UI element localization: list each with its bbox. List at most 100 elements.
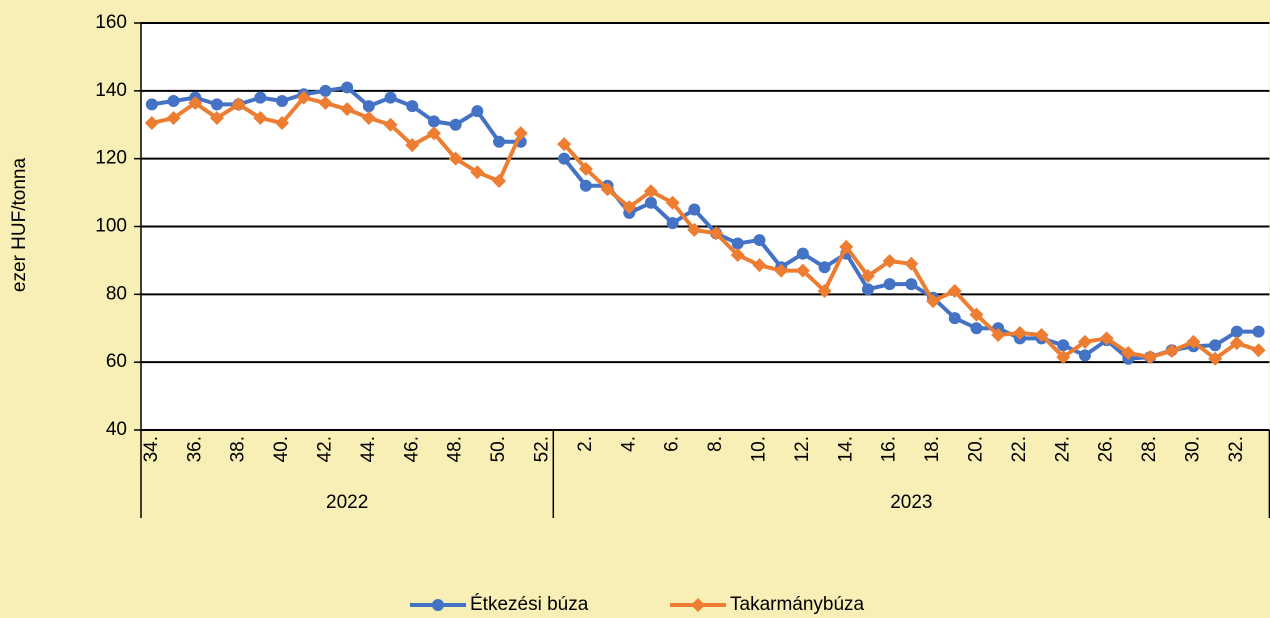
legend-label: Takarmánybúza — [730, 594, 865, 615]
marker — [882, 254, 897, 269]
legend-marker — [432, 599, 444, 611]
marker — [1034, 328, 1049, 343]
marker — [319, 84, 332, 97]
x-tick-label: 50. — [488, 436, 509, 462]
x-tick-label: 32. — [1226, 436, 1247, 462]
y-tick-label: 160 — [95, 12, 127, 33]
x-tick-label: 52. — [531, 436, 552, 462]
marker — [796, 247, 809, 260]
marker — [341, 81, 354, 94]
marker — [860, 269, 875, 284]
x-tick-label: 36. — [184, 436, 205, 462]
marker — [600, 182, 615, 197]
marker — [426, 126, 441, 141]
marker — [753, 234, 766, 247]
marker — [774, 263, 789, 278]
marker — [948, 312, 961, 325]
y-tick-label: 60 — [106, 351, 127, 372]
x-tick-label: 46. — [401, 436, 422, 462]
marker — [731, 237, 744, 250]
marker — [383, 117, 398, 132]
marker — [643, 184, 658, 199]
marker — [1143, 350, 1158, 365]
marker — [1230, 325, 1243, 338]
group-label: 2022 — [326, 492, 368, 513]
marker — [448, 151, 463, 166]
marker — [861, 283, 874, 296]
y-tick-label: 80 — [106, 283, 127, 304]
marker — [752, 258, 767, 273]
marker — [361, 110, 376, 125]
marker — [818, 261, 831, 274]
marker — [904, 256, 919, 271]
x-tick-label: 2. — [575, 436, 596, 452]
marker — [1121, 346, 1136, 361]
marker — [449, 118, 462, 131]
x-tick-label: 44. — [358, 436, 379, 462]
marker — [687, 222, 702, 237]
marker — [167, 95, 180, 108]
marker — [578, 161, 593, 176]
marker — [557, 137, 572, 152]
marker — [188, 96, 203, 111]
marker — [1078, 349, 1091, 362]
y-axis-label: ezer HUF/tonna — [9, 158, 30, 293]
x-tick-label: 12. — [792, 436, 813, 462]
marker — [1252, 325, 1265, 338]
marker — [688, 203, 701, 216]
y-tick-label: 120 — [95, 148, 127, 169]
marker — [210, 98, 223, 111]
marker — [883, 278, 896, 291]
y-tick-label: 40 — [106, 419, 127, 440]
marker — [340, 102, 355, 117]
x-tick-label: 6. — [662, 436, 683, 452]
marker — [1208, 351, 1223, 366]
marker — [1209, 339, 1222, 352]
marker — [470, 165, 485, 180]
x-tick-label: 28. — [1139, 436, 1160, 462]
marker — [427, 115, 440, 128]
marker — [1056, 350, 1071, 365]
legend-label: Étkezési búza — [470, 594, 589, 615]
marker — [1164, 343, 1179, 358]
marker — [362, 100, 375, 113]
legend-marker — [691, 598, 705, 612]
marker — [666, 217, 679, 230]
x-tick-label: 34. — [141, 436, 162, 462]
y-tick-label: 140 — [95, 80, 127, 101]
marker — [406, 100, 419, 113]
y-tick-label: 100 — [95, 216, 127, 237]
marker — [579, 179, 592, 192]
group-label: 2023 — [890, 492, 932, 513]
marker — [1229, 336, 1244, 351]
marker — [969, 307, 984, 322]
x-tick-label: 38. — [228, 436, 249, 462]
marker — [254, 91, 267, 104]
x-tick-label: 20. — [965, 436, 986, 462]
x-tick-label: 24. — [1052, 436, 1073, 462]
marker — [145, 98, 158, 111]
marker — [493, 135, 506, 148]
marker — [471, 105, 484, 118]
marker — [275, 116, 290, 131]
marker — [384, 91, 397, 104]
x-tick-label: 18. — [922, 436, 943, 462]
x-tick-label: 14. — [835, 436, 856, 462]
marker — [709, 226, 724, 241]
marker — [991, 328, 1006, 343]
marker — [926, 294, 941, 309]
marker — [1057, 339, 1070, 352]
marker — [622, 200, 637, 215]
marker — [947, 283, 962, 298]
marker — [970, 322, 983, 335]
marker — [665, 195, 680, 210]
marker — [1077, 334, 1092, 349]
x-tick-label: 8. — [705, 436, 726, 452]
marker — [253, 110, 268, 125]
x-tick-label: 40. — [271, 436, 292, 462]
marker — [817, 283, 832, 298]
marker — [144, 116, 159, 131]
marker — [231, 97, 246, 112]
marker — [905, 278, 918, 291]
